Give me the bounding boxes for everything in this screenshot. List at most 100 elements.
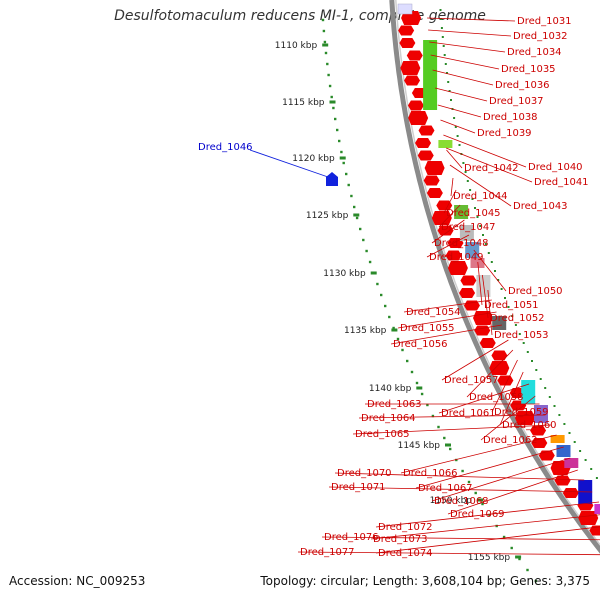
gene-label[interactable]: Dred_1031 [517, 16, 572, 27]
gene-label[interactable]: Dred_1068 [434, 496, 489, 507]
gene-arrow[interactable] [473, 311, 494, 325]
gene-label[interactable]: Dred_1032 [513, 31, 568, 42]
gene-label[interactable]: Dred_1040 [528, 162, 583, 173]
gene-label[interactable]: Dred_1065 [355, 429, 410, 440]
gene-label[interactable]: Dred_1064 [361, 413, 416, 424]
gene-arrow[interactable] [418, 125, 435, 136]
gene-label[interactable]: Dred_1043 [513, 201, 568, 212]
gene-label[interactable]: Dred_1058 [469, 392, 524, 403]
gene-label-leader [450, 177, 454, 197]
gene-arrow[interactable] [400, 61, 421, 75]
gene-arrow[interactable] [447, 261, 468, 275]
gene-arrow[interactable] [562, 488, 579, 498]
gene-label[interactable]: Dred_1045 [446, 208, 501, 219]
gene-arrow[interactable] [404, 75, 421, 86]
gene-label[interactable]: Dred_1053 [494, 330, 549, 341]
gene-label[interactable]: Dred_1063 [367, 399, 422, 410]
gene-label[interactable]: Dred_1048 [434, 238, 489, 249]
gene-arrow[interactable] [398, 25, 415, 36]
gene-feature-block[interactable] [465, 242, 480, 258]
gene-arrow[interactable] [417, 150, 434, 161]
gene-feature-block[interactable] [564, 458, 579, 468]
gene-label[interactable]: Dred_1049 [429, 252, 484, 263]
gene-feature-block[interactable] [454, 205, 469, 219]
gene-label[interactable]: Dred_1062 [483, 435, 538, 446]
gene-label[interactable]: Dred_1038 [483, 112, 538, 123]
gene-feature-block[interactable] [534, 405, 548, 423]
gene-feature-block[interactable] [459, 225, 474, 241]
gene-arrow[interactable] [460, 275, 477, 286]
gene-label[interactable]: Dred_1037 [489, 96, 544, 107]
gene-arrow[interactable] [479, 338, 496, 348]
gene-label[interactable]: Dred_1034 [507, 47, 562, 58]
gene-arrow[interactable] [423, 175, 440, 186]
gene-label[interactable]: Dred_1055 [400, 323, 455, 334]
gene-arrow[interactable] [515, 411, 536, 425]
scale-dot [437, 425, 440, 429]
gene-arrow[interactable] [399, 38, 416, 48]
gene-label[interactable]: Dred_1054 [406, 307, 461, 318]
gene-label[interactable]: Dred_1076 [324, 532, 379, 543]
gene-feature-block[interactable] [438, 140, 453, 148]
gene-label[interactable]: Dred_1072 [378, 522, 433, 533]
gene-label[interactable]: Dred_1070 [337, 468, 392, 479]
gene-arrow[interactable] [554, 475, 571, 486]
gene-label[interactable]: Dred_1057 [444, 375, 499, 386]
gene-arrow[interactable] [424, 161, 445, 175]
gene-arrow[interactable] [408, 111, 429, 125]
gene-label[interactable]: Dred_1035 [501, 64, 556, 75]
highlighted-gene-marker[interactable] [326, 172, 338, 186]
inner-lane-dot [595, 477, 598, 479]
gene-label[interactable]: Dred_1044 [453, 191, 508, 202]
gene-arrow[interactable] [436, 200, 453, 211]
gene-feature-block[interactable] [521, 380, 536, 404]
gene-label[interactable]: Dred_1036 [495, 80, 550, 91]
gene-arrow[interactable] [437, 225, 454, 236]
gene-arrow[interactable] [445, 250, 462, 261]
gene-label[interactable]: Dred_1077 [300, 547, 355, 558]
gene-label-leader [352, 424, 551, 435]
gene-arrow[interactable] [401, 11, 422, 25]
gene-feature-block[interactable] [423, 40, 438, 110]
inner-lane-dot [579, 450, 582, 452]
gene-arrow[interactable] [530, 425, 547, 436]
gene-feature-block[interactable] [594, 504, 600, 514]
scale-tick-label: 1150 kbp [430, 496, 473, 506]
inner-lane-dot [535, 369, 538, 371]
inner-lane-dot [500, 288, 503, 290]
gene-label[interactable]: Dred_1069 [450, 509, 505, 520]
gene-label[interactable]: Dred_1060 [502, 420, 557, 431]
gene-arrow[interactable] [406, 50, 423, 61]
gene-arrow[interactable] [407, 100, 424, 111]
gene-arrow[interactable] [447, 238, 464, 248]
gene-label[interactable]: Dred_1052 [490, 313, 545, 324]
gene-label[interactable]: Dred_1061 [441, 408, 496, 419]
gene-arrow[interactable] [431, 211, 452, 225]
inner-lane-dot [479, 225, 482, 227]
gene-label[interactable]: Dred_1059 [494, 407, 549, 418]
gene-label[interactable]: Dred_1051 [484, 300, 539, 311]
gene-arrow[interactable] [426, 188, 443, 198]
gene-arrow[interactable] [578, 511, 599, 525]
gene-label[interactable]: Dred_1047 [441, 222, 496, 233]
gene-label[interactable]: Dred_1073 [373, 534, 428, 545]
gene-label[interactable]: Dred_1042 [464, 163, 519, 174]
gene-label[interactable]: Dred_1067 [418, 483, 473, 494]
gene-label[interactable]: Dred_1041 [534, 177, 589, 188]
gene-arrow[interactable] [459, 288, 476, 298]
gene-label-leader [499, 371, 524, 426]
gene-label[interactable]: Dred_1056 [393, 339, 448, 350]
gene-feature-block[interactable] [550, 435, 565, 443]
gene-arrow[interactable] [489, 361, 510, 375]
gene-feature-block[interactable] [492, 316, 507, 330]
gene-label[interactable]: Dred_1074 [378, 548, 433, 559]
gene-arrow[interactable] [497, 375, 514, 386]
highlighted-gene-label[interactable]: Dred_1046 [198, 142, 253, 153]
gene-label[interactable]: Dred_1039 [477, 128, 532, 139]
gene-label[interactable]: Dred_1066 [403, 468, 458, 479]
gene-arrow[interactable] [415, 138, 432, 148]
gene-arrow[interactable] [491, 350, 508, 361]
gene-label[interactable]: Dred_1071 [331, 482, 386, 493]
gene-label[interactable]: Dred_1050 [508, 286, 563, 297]
inner-lane-dot [464, 171, 467, 173]
